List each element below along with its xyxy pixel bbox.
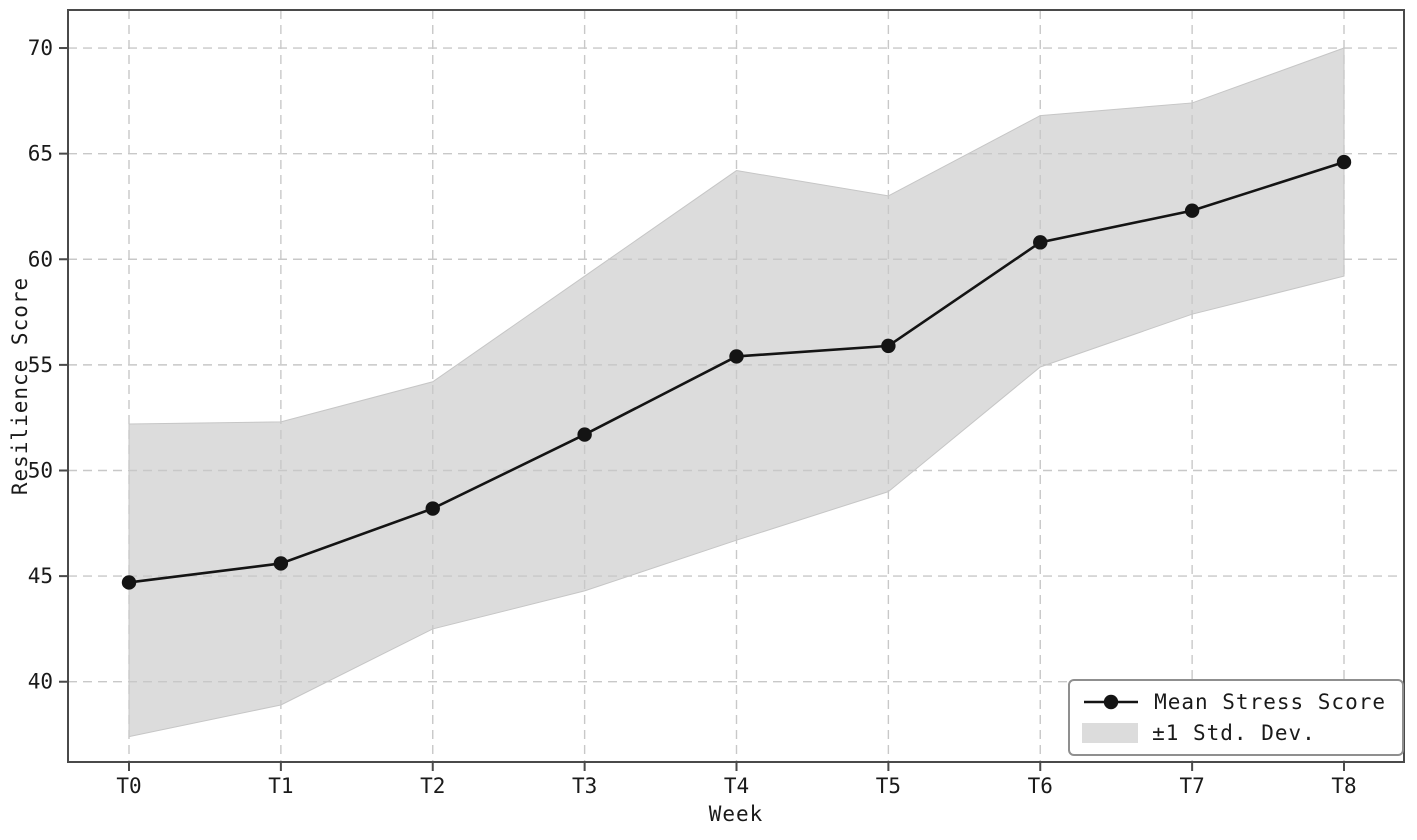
legend: Mean Stress Score ±1 Std. Dev. — [1068, 679, 1404, 756]
x-tick-label: T3 — [572, 774, 597, 798]
x-tick-label: T7 — [1179, 774, 1204, 798]
data-point-T0 — [121, 575, 137, 590]
legend-entry-mean: Mean Stress Score — [1082, 690, 1386, 714]
y-tick-label: 40 — [28, 670, 53, 694]
x-tick-label: T5 — [876, 774, 901, 798]
data-point-T3 — [577, 427, 592, 442]
y-tick-label: 60 — [28, 247, 53, 271]
y-tick-label: 50 — [28, 458, 53, 482]
legend-entry-std: ±1 Std. Dev. — [1082, 721, 1386, 745]
x-tick-label: T4 — [724, 774, 749, 798]
data-point-T2 — [425, 501, 440, 516]
y-tick-label: 55 — [28, 353, 53, 377]
x-axis-title: Week — [708, 802, 764, 826]
data-point-T8 — [1336, 154, 1352, 170]
legend-label-std: ±1 Std. Dev. — [1152, 721, 1316, 745]
legend-label-mean: Mean Stress Score — [1154, 690, 1386, 714]
x-tick-label: T1 — [268, 774, 293, 798]
x-tick-label: T0 — [116, 774, 141, 798]
x-tick-label: T8 — [1331, 774, 1356, 798]
legend-patch-swatch — [1082, 723, 1139, 743]
y-tick-label: 65 — [28, 142, 53, 166]
data-point-T7 — [1184, 203, 1200, 218]
data-point-T5 — [881, 338, 896, 354]
y-tick-label: 70 — [28, 36, 53, 60]
y-tick-label: 45 — [28, 564, 53, 588]
x-tick-label: T6 — [1028, 774, 1053, 798]
x-tick-label: T2 — [420, 774, 445, 798]
data-point-T6 — [1033, 235, 1048, 250]
y-axis-title: Resilience Score — [8, 276, 32, 496]
data-point-T1 — [273, 556, 289, 571]
data-point-T4 — [729, 349, 744, 364]
legend-line-marker-swatch — [1084, 694, 1139, 710]
